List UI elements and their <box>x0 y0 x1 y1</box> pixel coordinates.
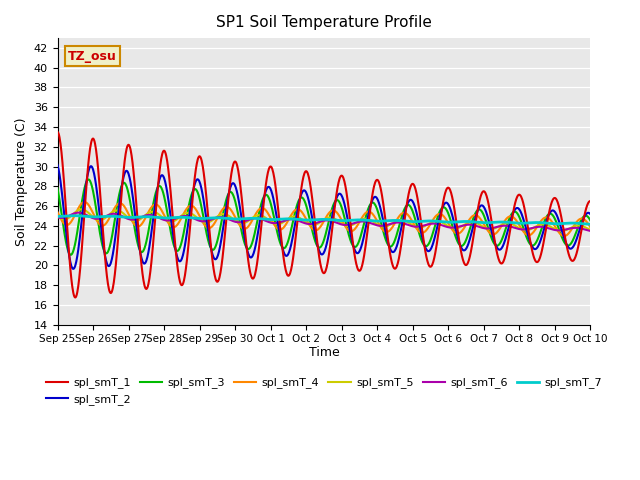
spl_smT_3 <box>553 220 561 226</box>
spl_smT_5 <box>252 213 260 219</box>
spl_smT_2 <box>70 266 77 272</box>
spl_smT_1 <box>124 143 131 148</box>
Line: spl_smT_3: spl_smT_3 <box>58 180 590 255</box>
spl_smT_2 <box>439 203 447 209</box>
Line: spl_smT_4: spl_smT_4 <box>58 202 590 236</box>
spl_smT_4 <box>252 211 260 216</box>
Line: spl_smT_1: spl_smT_1 <box>58 132 590 298</box>
spl_smT_2 <box>586 211 594 217</box>
spl_smT_2 <box>252 240 260 246</box>
spl_smT_5 <box>552 227 560 233</box>
spl_smT_6 <box>329 218 337 224</box>
spl_smT_7 <box>552 221 560 227</box>
spl_smT_2 <box>552 211 560 217</box>
spl_smT_7 <box>252 216 260 221</box>
spl_smT_5 <box>195 216 203 222</box>
spl_smT_4 <box>124 209 131 215</box>
spl_smT_4 <box>329 207 337 213</box>
Text: TZ_osu: TZ_osu <box>68 49 117 62</box>
spl_smT_6 <box>124 216 131 222</box>
Line: spl_smT_5: spl_smT_5 <box>58 209 590 231</box>
Title: SP1 Soil Temperature Profile: SP1 Soil Temperature Profile <box>216 15 432 30</box>
spl_smT_1 <box>439 199 447 205</box>
spl_smT_6 <box>75 210 83 216</box>
spl_smT_1 <box>252 267 260 273</box>
spl_smT_6 <box>54 215 61 220</box>
spl_smT_4 <box>586 224 594 230</box>
spl_smT_7 <box>72 213 79 218</box>
spl_smT_4 <box>560 233 568 239</box>
spl_smT_4 <box>439 213 447 218</box>
spl_smT_3 <box>253 222 260 228</box>
spl_smT_5 <box>439 220 447 226</box>
spl_smT_4 <box>81 199 88 205</box>
spl_smT_4 <box>552 226 560 231</box>
spl_smT_5 <box>558 228 566 234</box>
spl_smT_2 <box>124 169 131 175</box>
Line: spl_smT_2: spl_smT_2 <box>58 165 590 269</box>
spl_smT_5 <box>78 206 86 212</box>
spl_smT_3 <box>124 189 132 195</box>
spl_smT_7 <box>195 216 203 221</box>
spl_smT_3 <box>196 196 204 202</box>
Line: spl_smT_7: spl_smT_7 <box>58 216 590 224</box>
spl_smT_5 <box>586 227 594 233</box>
spl_smT_3 <box>330 202 337 207</box>
spl_smT_1 <box>195 154 203 159</box>
spl_smT_6 <box>586 228 594 234</box>
spl_smT_7 <box>54 214 61 219</box>
spl_smT_2 <box>329 209 337 215</box>
spl_smT_4 <box>195 213 203 218</box>
spl_smT_3 <box>67 252 75 258</box>
spl_smT_7 <box>586 221 594 227</box>
spl_smT_6 <box>552 228 560 233</box>
spl_smT_3 <box>586 217 594 223</box>
X-axis label: Time: Time <box>308 346 339 359</box>
spl_smT_7 <box>439 219 447 225</box>
spl_smT_1 <box>54 129 61 135</box>
spl_smT_7 <box>124 215 131 220</box>
spl_smT_1 <box>552 196 560 202</box>
spl_smT_5 <box>54 213 61 219</box>
spl_smT_6 <box>252 215 260 221</box>
spl_smT_7 <box>329 217 337 223</box>
spl_smT_5 <box>124 214 131 220</box>
Line: spl_smT_6: spl_smT_6 <box>58 213 590 231</box>
spl_smT_5 <box>329 215 337 221</box>
spl_smT_2 <box>195 178 203 184</box>
spl_smT_3 <box>440 204 447 210</box>
spl_smT_6 <box>195 218 203 224</box>
spl_smT_1 <box>72 295 79 300</box>
spl_smT_3 <box>54 185 61 191</box>
spl_smT_1 <box>329 218 337 224</box>
spl_smT_4 <box>54 209 61 215</box>
Legend: spl_smT_1, spl_smT_2, spl_smT_3, spl_smT_4, spl_smT_5, spl_smT_6, spl_smT_7: spl_smT_1, spl_smT_2, spl_smT_3, spl_smT… <box>41 373 607 409</box>
spl_smT_1 <box>586 198 594 204</box>
Y-axis label: Soil Temperature (C): Soil Temperature (C) <box>15 117 28 246</box>
spl_smT_2 <box>54 162 61 168</box>
spl_smT_6 <box>439 223 447 228</box>
spl_smT_3 <box>84 177 92 182</box>
